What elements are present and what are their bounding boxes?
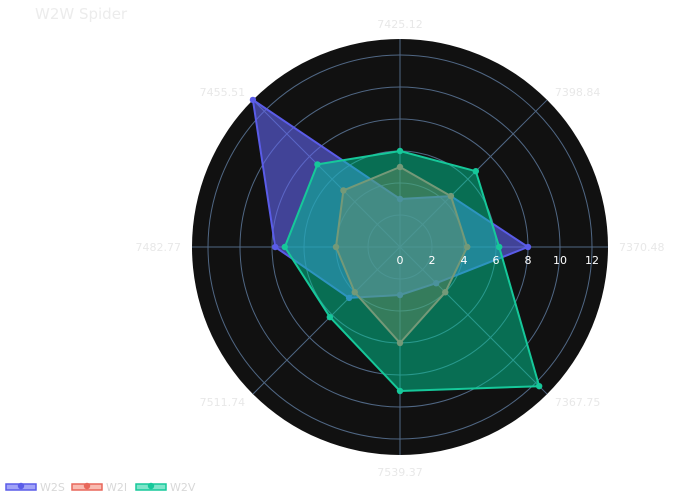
chart-title: W2W Spider bbox=[35, 5, 128, 23]
legend[interactable]: W2S W2I W2V bbox=[5, 481, 196, 494]
data-point[interactable] bbox=[249, 96, 257, 104]
radial-tick-label: 6 bbox=[493, 254, 500, 267]
legend-marker bbox=[83, 482, 91, 490]
category-labels: 7425.12 7398.84 7370.48 7367.75 7539.37 7511.… bbox=[136, 18, 665, 479]
data-point[interactable] bbox=[396, 147, 404, 155]
category-label: 7425.12 bbox=[377, 18, 423, 31]
category-label: 7482.77 bbox=[136, 241, 182, 254]
radial-tick-label: 10 bbox=[553, 254, 567, 267]
data-point[interactable] bbox=[326, 313, 334, 321]
category-label: 7455.51 bbox=[200, 86, 246, 99]
data-point[interactable] bbox=[314, 161, 321, 168]
category-label: 7511.74 bbox=[200, 396, 246, 409]
radial-tick-label: 0 bbox=[397, 254, 404, 267]
data-point[interactable] bbox=[496, 243, 503, 251]
legend-marker bbox=[17, 482, 25, 490]
data-point[interactable] bbox=[281, 243, 288, 251]
category-label: 7367.75 bbox=[555, 396, 601, 409]
radial-ticks: 0 2 4 6 8 10 12 bbox=[397, 254, 600, 267]
data-point[interactable] bbox=[272, 243, 279, 251]
legend-marker bbox=[147, 482, 155, 490]
legend-item-w2i[interactable]: W2I bbox=[71, 481, 127, 494]
category-label: 7539.37 bbox=[377, 466, 423, 479]
radial-tick-label: 8 bbox=[525, 254, 532, 267]
legend-label: W2S bbox=[40, 481, 65, 494]
radial-tick-label: 2 bbox=[429, 254, 436, 267]
legend-label: W2I bbox=[106, 481, 127, 494]
radial-tick-label: 4 bbox=[461, 254, 468, 267]
data-point[interactable] bbox=[396, 387, 404, 395]
radial-tick-label: 12 bbox=[585, 254, 599, 267]
data-point[interactable] bbox=[472, 167, 480, 175]
category-label: 7398.84 bbox=[555, 86, 601, 99]
legend-item-w2s[interactable]: W2S bbox=[5, 481, 65, 494]
legend-item-w2v[interactable]: W2V bbox=[135, 481, 196, 494]
category-label: 7370.48 bbox=[619, 241, 665, 254]
data-point[interactable] bbox=[524, 243, 532, 251]
legend-label: W2V bbox=[170, 481, 196, 494]
series-layer bbox=[249, 96, 543, 395]
data-point[interactable] bbox=[535, 382, 543, 390]
series-w2v[interactable] bbox=[281, 147, 543, 395]
